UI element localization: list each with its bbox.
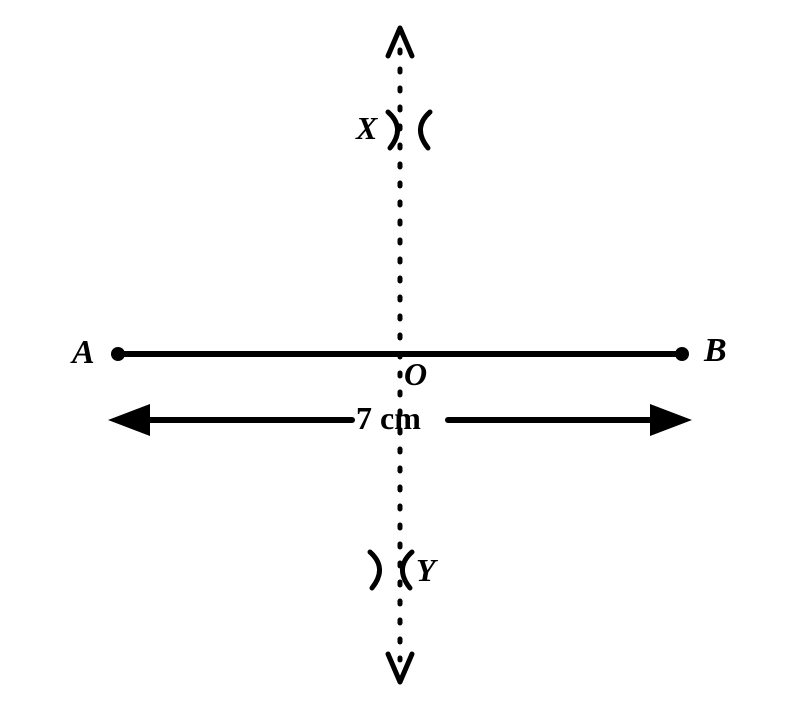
geometry-diagram: A B O X Y 7 cm [0,0,800,707]
label-y: Y [416,552,436,589]
arc-intersection-y [370,552,412,588]
measurement-label: 7 cm [356,400,421,437]
arc-intersection-x [388,112,430,148]
label-b: B [704,332,727,370]
label-o: O [404,356,427,393]
label-x: X [356,110,377,147]
label-a: A [72,334,95,372]
diagram-svg [0,0,800,707]
